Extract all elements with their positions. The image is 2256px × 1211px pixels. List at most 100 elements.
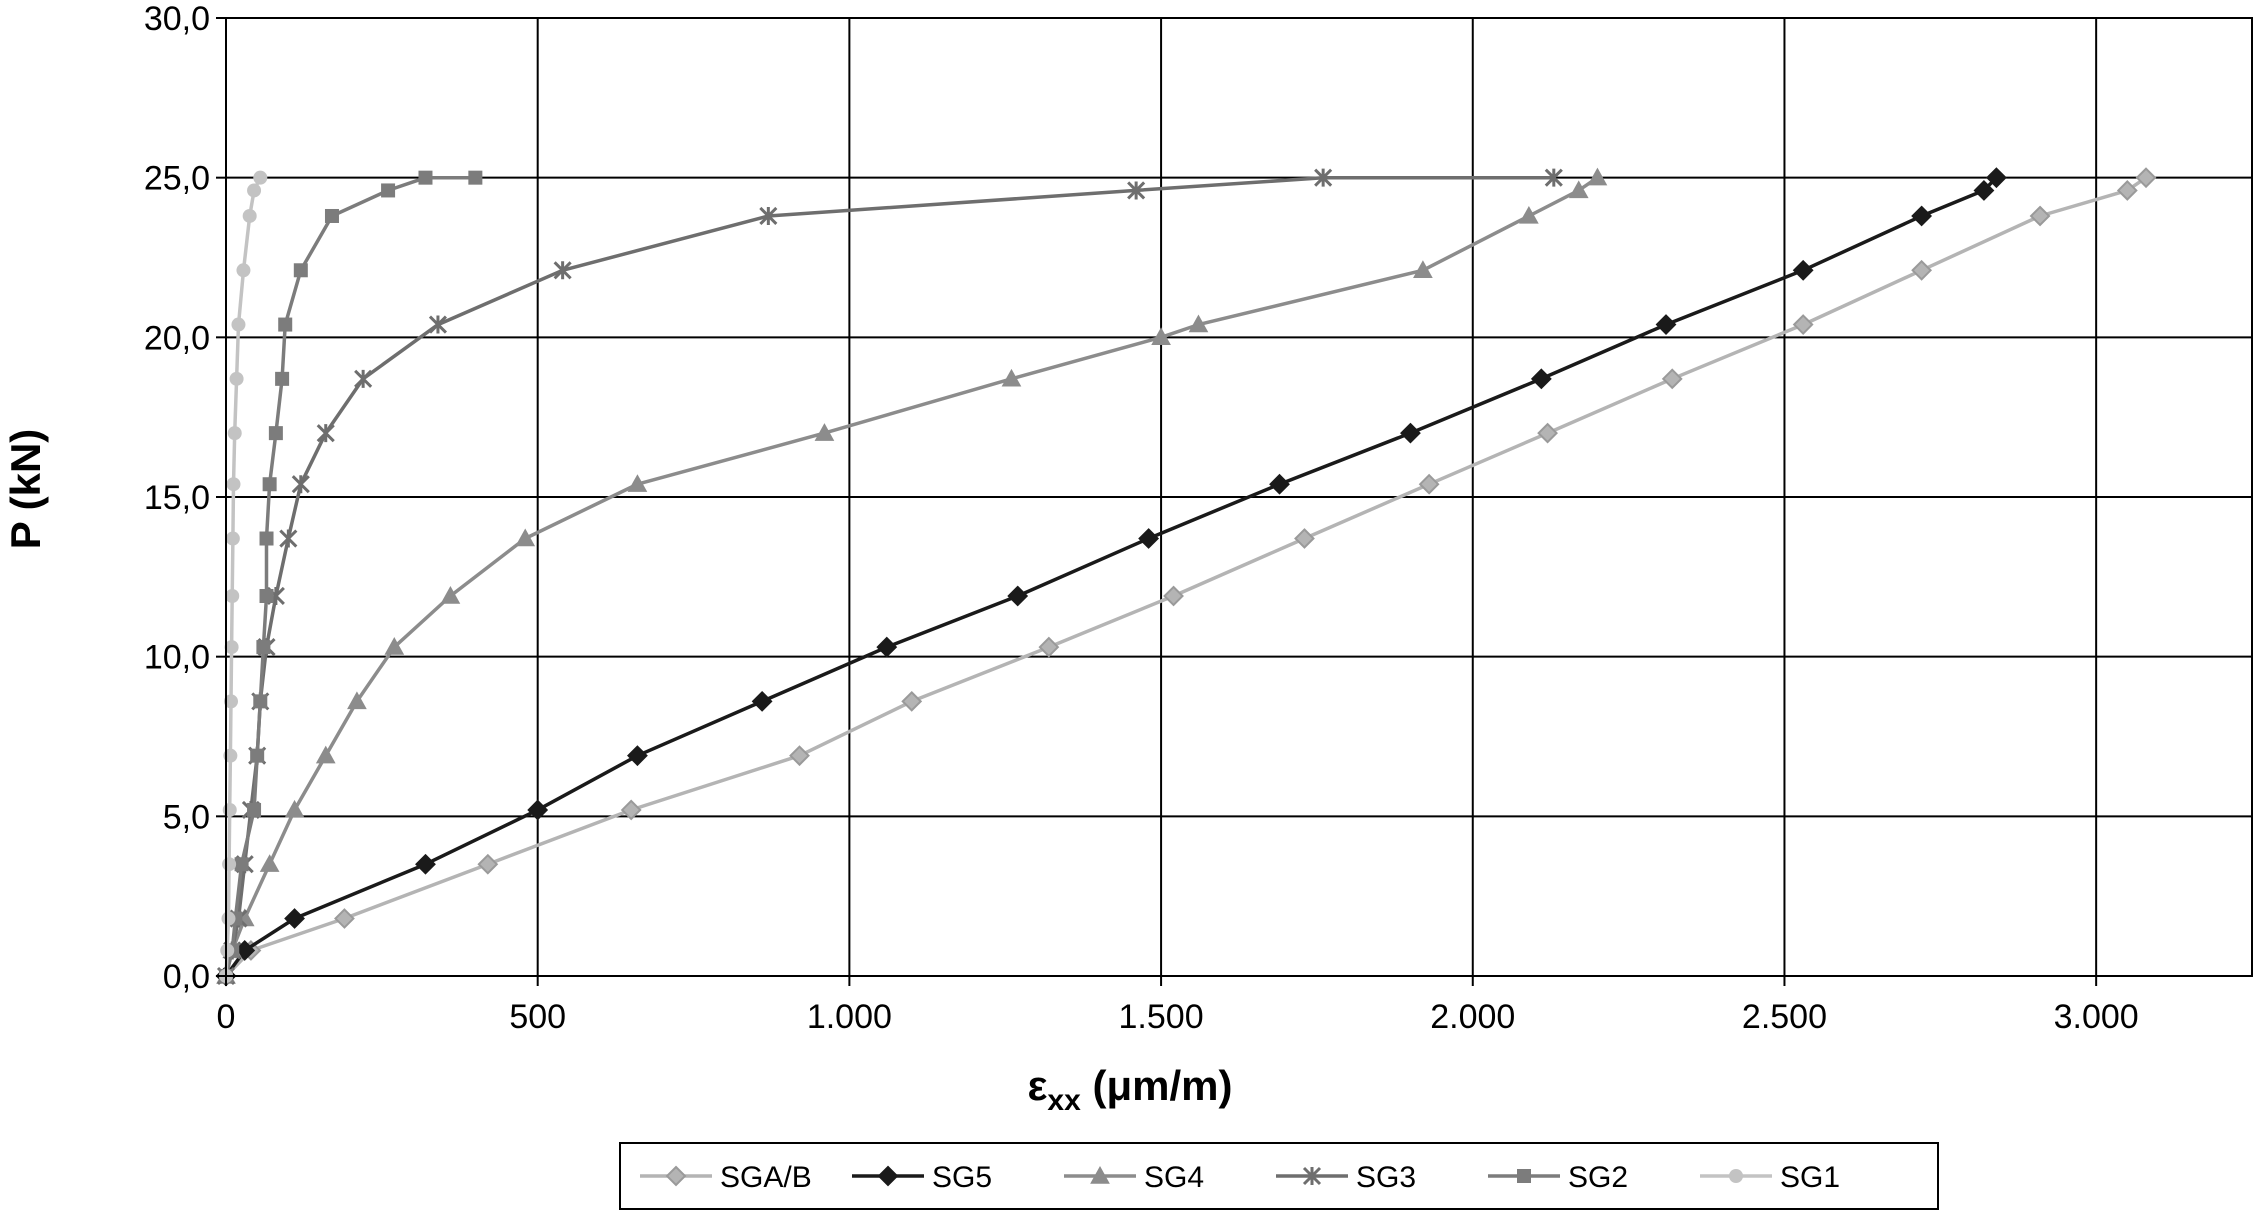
data-point-sg2 bbox=[247, 802, 262, 817]
data-point-sg4 bbox=[1188, 314, 1209, 333]
data-point-sg3 bbox=[428, 315, 448, 334]
data-point-sg1 bbox=[226, 477, 241, 492]
y-tick-label: 0,0 bbox=[163, 958, 210, 996]
data-point-sg2 bbox=[250, 748, 265, 763]
data-point-sg1 bbox=[227, 426, 242, 441]
data-point-sg2 bbox=[381, 183, 396, 198]
legend-marker bbox=[1090, 1165, 1110, 1184]
data-point-sg5 bbox=[751, 690, 773, 712]
data-point-sga-b bbox=[789, 745, 810, 767]
data-point-sg2 bbox=[468, 170, 483, 185]
legend-item-sg1: SG1 bbox=[1700, 1161, 1840, 1194]
data-point-sg3 bbox=[1314, 168, 1333, 187]
data-point-sg2 bbox=[256, 640, 271, 655]
y-axis-ticks: 0,0 5,0 10,0 15,0 20,0 25,0 30,0 bbox=[144, 0, 226, 996]
legend: SGA/B SG5 SG4 SG3 SG2 SG1 bbox=[619, 1142, 1939, 1210]
data-point-sg4 bbox=[1568, 180, 1589, 199]
data-point-sg1 bbox=[247, 183, 262, 198]
x-axis-title: εxx (μm/m) bbox=[1027, 1062, 1232, 1117]
legend-marker bbox=[877, 1165, 899, 1187]
data-point-sg5 bbox=[1400, 422, 1421, 444]
x-axis-ticks: 0 500 1.000 1.500 2.000 2.500 3.000 bbox=[217, 976, 2139, 1036]
data-point-sg3 bbox=[354, 369, 373, 388]
x-tick-label: 0 bbox=[217, 998, 236, 1036]
data-point-sg4 bbox=[515, 528, 536, 547]
y-tick-label: 10,0 bbox=[144, 639, 210, 677]
series-line-sga-b bbox=[224, 176, 2147, 978]
data-point-sg3 bbox=[316, 424, 335, 443]
data-point-sga-b bbox=[1038, 636, 1060, 658]
data-point-sg2 bbox=[268, 426, 283, 441]
y-tick-label: 15,0 bbox=[144, 479, 210, 517]
data-point-sg2 bbox=[418, 170, 433, 185]
data-point-sg3 bbox=[291, 475, 310, 494]
data-point-sga-b bbox=[1792, 314, 1814, 335]
data-point-sg5 bbox=[1007, 585, 1029, 607]
series-line-sg1 bbox=[224, 176, 262, 977]
legend-marker bbox=[665, 1165, 687, 1187]
series-line-sg4 bbox=[224, 176, 1599, 977]
data-point-sg2 bbox=[278, 317, 293, 332]
data-point-sg5 bbox=[1530, 368, 1552, 390]
data-point-sg4 bbox=[259, 854, 280, 872]
data-point-sga-b bbox=[901, 690, 923, 712]
legend-item-sg5: SG5 bbox=[852, 1161, 992, 1194]
data-point-sg1 bbox=[236, 263, 251, 278]
data-point-sga-b bbox=[620, 799, 642, 821]
data-point-sg1 bbox=[225, 588, 240, 603]
legend-marker bbox=[1302, 1166, 1322, 1186]
data-point-sg5 bbox=[1269, 473, 1290, 495]
data-point-sga-b bbox=[1661, 368, 1683, 390]
series-sg5 bbox=[215, 167, 2007, 987]
data-point-sga-b bbox=[1163, 585, 1184, 607]
series-layer bbox=[215, 167, 2157, 987]
data-point-sg1 bbox=[220, 943, 235, 958]
data-point-sg4 bbox=[384, 637, 405, 655]
data-point-sg3 bbox=[553, 261, 572, 280]
data-point-sg5 bbox=[876, 636, 898, 658]
data-point-sg2 bbox=[262, 477, 277, 492]
data-point-sga-b bbox=[2116, 180, 2138, 201]
data-point-sg1 bbox=[222, 857, 237, 872]
data-point-sg4 bbox=[315, 745, 336, 764]
x-tick-label: 3.000 bbox=[2054, 998, 2139, 1036]
data-point-sg2 bbox=[293, 263, 308, 278]
data-point-sg3 bbox=[759, 206, 778, 226]
data-point-sga-b bbox=[2029, 205, 2051, 227]
legend-marker bbox=[1729, 1169, 1743, 1183]
data-point-sg1 bbox=[229, 371, 244, 386]
x-tick-label: 2.000 bbox=[1430, 998, 1515, 1036]
data-point-sg1 bbox=[225, 531, 240, 546]
data-point-sg4 bbox=[1587, 167, 1608, 186]
data-point-sg1 bbox=[223, 694, 238, 709]
data-point-sg5 bbox=[1792, 259, 1814, 281]
y-tick-label: 25,0 bbox=[144, 160, 210, 198]
legend-marker bbox=[1517, 1169, 1531, 1183]
data-point-sg5 bbox=[284, 908, 305, 929]
data-point-sg4 bbox=[440, 585, 461, 604]
legend-label: SG4 bbox=[1144, 1161, 1204, 1194]
data-point-sg1 bbox=[222, 802, 237, 817]
data-point-sg1 bbox=[253, 170, 268, 185]
y-tick-label: 30,0 bbox=[144, 0, 210, 38]
legend-item-sga-b: SGA/B bbox=[640, 1161, 812, 1194]
data-point-sg1 bbox=[221, 911, 236, 926]
data-point-sg4 bbox=[1001, 368, 1022, 387]
data-point-sg4 bbox=[284, 799, 305, 818]
data-point-sg2 bbox=[259, 588, 274, 603]
data-point-sg5 bbox=[415, 853, 436, 875]
legend-label: SG5 bbox=[932, 1161, 992, 1194]
data-point-sga-b bbox=[1418, 473, 1440, 495]
series-sga-b bbox=[215, 167, 2157, 987]
data-point-sga-b bbox=[477, 853, 499, 875]
data-point-sga-b bbox=[334, 908, 355, 929]
data-point-sg1 bbox=[231, 317, 246, 332]
data-point-sg4 bbox=[1519, 205, 1539, 224]
y-axis-title: P (kN) bbox=[2, 429, 49, 550]
y-tick-label: 20,0 bbox=[144, 319, 210, 357]
data-point-sg4 bbox=[347, 691, 367, 710]
x-tick-label: 1.000 bbox=[807, 998, 892, 1036]
data-point-sg3 bbox=[279, 529, 298, 548]
data-point-sg2 bbox=[324, 208, 339, 223]
